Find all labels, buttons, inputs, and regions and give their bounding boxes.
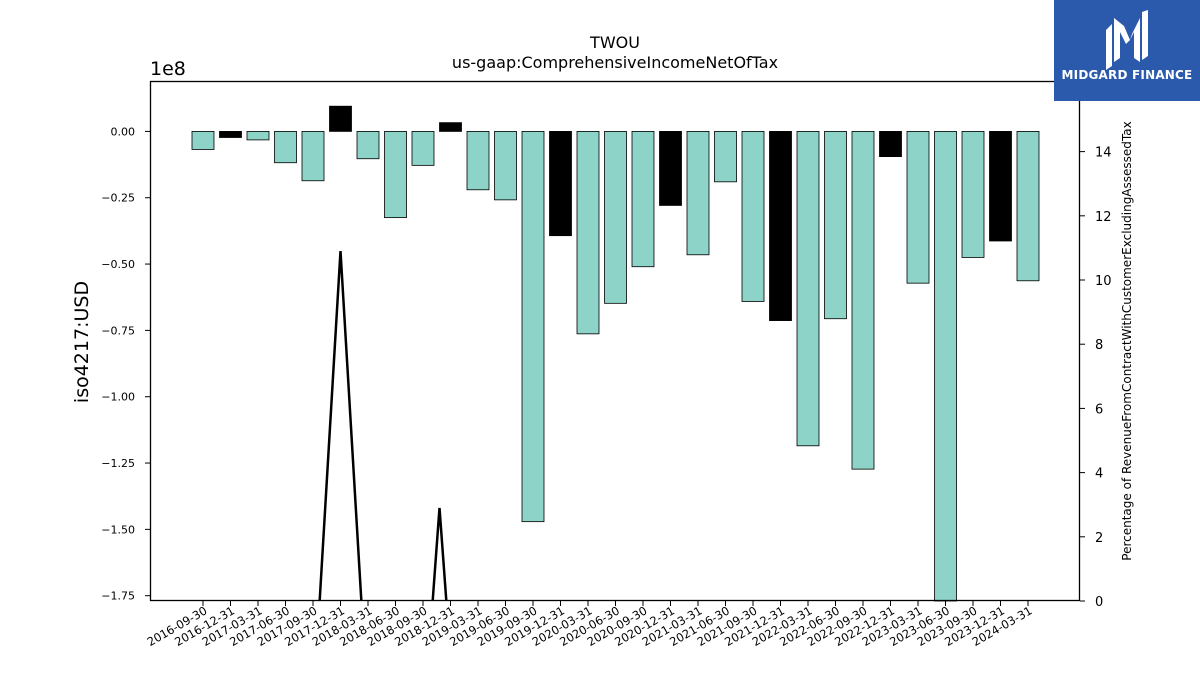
line-series-segment [318,251,363,601]
bar-2023-06-30 [934,131,957,602]
midgard-logo-icon [1106,10,1148,70]
bar-2021-09-30 [741,131,765,302]
bar-2022-03-31 [796,131,820,447]
chart-subtitle: us-gaap:ComprehensiveIncomeNetOfTax [452,53,778,72]
bar-2018-12-31 [439,122,462,132]
bar-2017-03-31 [246,131,270,141]
bar-2019-09-30 [521,131,545,523]
bar-2020-06-30 [604,131,627,304]
bar-2021-12-31 [769,131,792,321]
y-tick-label: −1.50 [101,523,135,536]
y-tick-label: −0.75 [101,324,135,337]
y2-axis: 0 2 4 6 8 10 12 14 [1080,146,1112,610]
y2-tick-label: 4 [1095,467,1103,482]
y2-tick-label: 6 [1095,402,1103,417]
y2-tick-label: 0 [1095,595,1103,610]
midgard-finance-logo: MIDGARD FINANCE [1054,0,1200,101]
bar-2020-09-30 [631,131,655,268]
y2-axis-label: Percentage of RevenueFromContractWithCus… [1120,121,1134,560]
bar-2021-03-31 [686,131,710,256]
y-tick-label: −0.50 [101,258,135,271]
line-series-group [318,251,448,601]
y2-tick-label: 12 [1095,210,1112,225]
bar-group [191,105,1040,602]
y-axis-label: iso4217:USD [71,281,93,403]
logo-text: MIDGARD FINANCE [1061,68,1193,82]
chart-title: TWOU [589,33,640,52]
y-tick-label: −1.75 [101,590,135,603]
bar-2018-06-30 [384,131,407,219]
y-tick-label: −1.25 [101,457,135,470]
bar-2023-12-31 [989,131,1012,242]
bar-2016-09-30 [191,131,215,150]
bar-2017-09-30 [301,131,325,182]
line-series-segment [431,507,448,601]
bar-2018-03-31 [356,131,380,160]
y-tick-label: −0.25 [101,192,135,205]
y2-tick-label: 14 [1095,146,1112,161]
y-tick-label: 0.00 [111,125,136,138]
bar-2017-06-30 [274,131,297,164]
bar-2019-12-31 [549,131,572,237]
y2-tick-label: 10 [1095,274,1112,289]
y2-tick-label: 8 [1095,338,1103,353]
y-tick-label: −1.00 [101,391,135,404]
x-axis: 2016-09-302016-12-312017-03-312017-06-30… [145,601,1035,649]
bar-2020-03-31 [576,131,600,335]
bar-2016-12-31 [219,131,242,138]
y2-tick-label: 2 [1095,531,1103,546]
bar-2022-12-31 [879,131,902,158]
bar-2022-09-30 [851,131,875,470]
bar-2018-09-30 [411,131,435,166]
bar-2020-12-31 [659,131,682,206]
bar-2019-03-31 [466,131,490,191]
bar-2017-12-31 [329,105,352,132]
bar-2023-09-30 [961,131,985,258]
y-axis-scale-label: 1e8 [150,58,186,80]
bar-2019-06-30 [494,131,517,201]
bar-2021-06-30 [714,131,737,183]
y-axis: 0.00 −0.25 −0.50 −0.75 −1.00 −1.25 −1.50 −1.75 [101,125,150,603]
bar-2023-03-31 [906,131,930,284]
bar-2024-03-31 [1016,131,1040,282]
plot-frame [149,80,1081,602]
bar-2022-06-30 [824,131,847,320]
